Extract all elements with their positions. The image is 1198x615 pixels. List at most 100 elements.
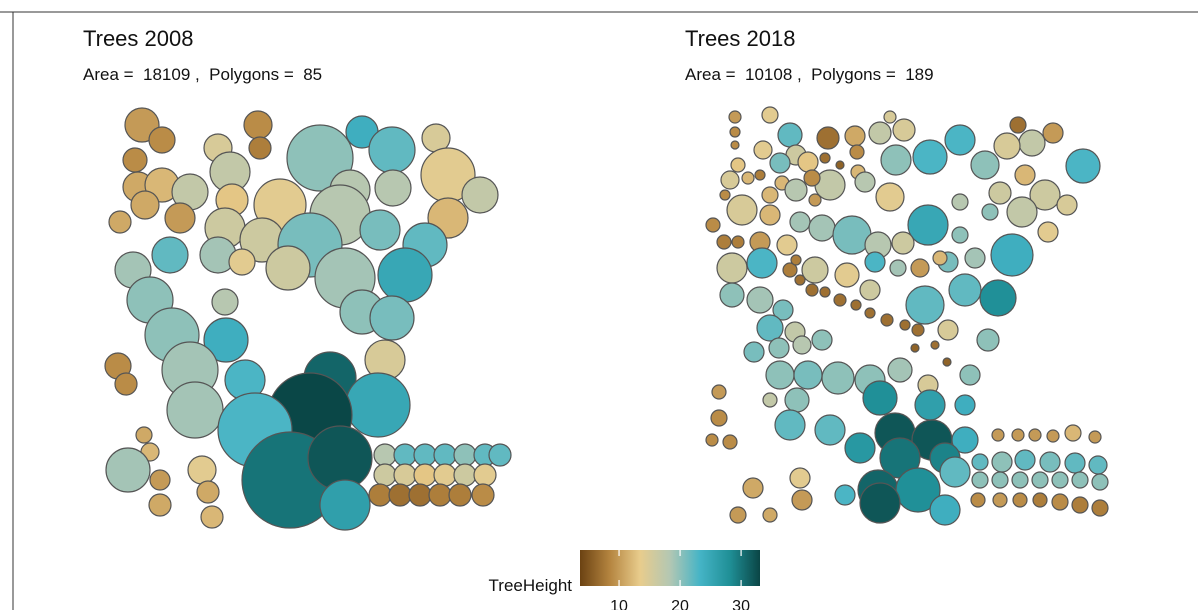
tree-crown: [710, 409, 728, 427]
tree-crown: [453, 463, 477, 487]
tree-crown: [722, 434, 738, 450]
tree-crown: [729, 126, 741, 138]
tree-crown: [835, 160, 845, 170]
tree-crown: [720, 170, 740, 190]
tree-crown: [944, 124, 976, 156]
tree-crown: [1071, 496, 1089, 514]
tree-crown: [730, 157, 746, 173]
colorbar: [580, 550, 760, 586]
tree-crown: [211, 288, 239, 316]
tree-crown: [1006, 196, 1038, 228]
tree-crown: [1056, 194, 1078, 216]
tree-crown: [746, 286, 774, 314]
tree-crown: [728, 110, 742, 124]
tree-crown: [811, 329, 833, 351]
tree-crown: [981, 203, 999, 221]
tree-crown: [1064, 424, 1082, 442]
tree-crown: [850, 299, 862, 311]
tree-crown: [730, 140, 740, 150]
tree-crown: [368, 483, 392, 507]
tree-crown: [790, 254, 802, 266]
tree-crown: [1065, 148, 1101, 184]
tree-crown: [122, 147, 148, 173]
tree-crown: [910, 258, 930, 278]
tree-crown: [834, 484, 856, 506]
tree-crown: [793, 360, 823, 390]
tree-crown: [789, 467, 811, 489]
tree-crown: [762, 392, 778, 408]
tree-crown: [1032, 492, 1048, 508]
tree-crown: [971, 453, 989, 471]
tree-crown: [759, 204, 781, 226]
tree-crown: [1037, 221, 1059, 243]
tree-crown: [864, 251, 886, 273]
tree-crown: [844, 125, 866, 147]
tree-crown: [768, 337, 790, 359]
tree-crown: [1088, 430, 1102, 444]
tree-crown: [864, 307, 876, 319]
tree-crown: [808, 193, 822, 207]
tree-crown: [784, 178, 808, 202]
tree-crown: [801, 256, 829, 284]
tree-crown: [761, 106, 779, 124]
tree-crown: [754, 169, 766, 181]
tree-crown: [791, 489, 813, 511]
tree-crown: [164, 202, 196, 234]
tree-crown: [854, 171, 876, 193]
tree-crown: [1014, 449, 1036, 471]
tree-crown: [1011, 428, 1025, 442]
tree-crown: [834, 262, 860, 288]
tree-crown: [345, 372, 411, 438]
tree-crown: [373, 443, 397, 467]
tree-crown: [937, 319, 959, 341]
tree-crown: [203, 317, 249, 363]
tree-crown: [248, 136, 272, 160]
tree-crown: [753, 140, 773, 160]
tree-crown: [228, 248, 256, 276]
tree-crown: [1029, 179, 1061, 211]
tree-crown: [782, 262, 798, 278]
tree-crown: [393, 443, 417, 467]
tree-crown: [805, 283, 819, 297]
tree-crown: [705, 217, 721, 233]
tree-crown: [892, 118, 916, 142]
tree-crown: [789, 211, 811, 233]
tree-crown: [705, 433, 719, 447]
tree-crown: [762, 507, 778, 523]
tree-crown: [859, 482, 901, 524]
tree-crown: [319, 479, 371, 531]
tree-crown: [951, 193, 969, 211]
tree-crown: [108, 210, 132, 234]
panel-title: Trees 2008: [83, 26, 193, 51]
tree-crown: [1071, 471, 1089, 489]
colorbar-tick-label: 20: [671, 598, 689, 610]
tree-crown: [1028, 428, 1042, 442]
tree-crown: [880, 144, 912, 176]
tree-crown: [988, 181, 1012, 205]
tree-crown: [393, 463, 417, 487]
tree-crown: [716, 252, 748, 284]
tree-crown: [196, 480, 220, 504]
tree-crown: [187, 455, 217, 485]
tree-crown: [833, 293, 847, 307]
tree-crown: [743, 341, 765, 363]
tree-crown: [769, 152, 791, 174]
tree-crown: [148, 493, 172, 517]
tree-crown: [844, 432, 876, 464]
tree-crown: [1018, 129, 1046, 157]
tree-crown: [862, 380, 898, 416]
tree-crown: [948, 273, 982, 307]
tree-crown: [859, 279, 881, 301]
tree-crown: [991, 471, 1009, 489]
tree-crown: [814, 414, 846, 446]
tree-crown: [1011, 471, 1029, 489]
tree-crown: [959, 364, 981, 386]
tree-crown: [942, 357, 952, 367]
panel-subtitle: Area = 18109 , Polygons = 85: [83, 65, 322, 84]
tree-crown: [433, 463, 457, 487]
tree-crown: [875, 182, 905, 212]
tree-crown: [1039, 451, 1061, 473]
tree-crown: [1091, 499, 1109, 517]
tree-crown: [887, 357, 913, 383]
tree-crown: [1042, 122, 1064, 144]
